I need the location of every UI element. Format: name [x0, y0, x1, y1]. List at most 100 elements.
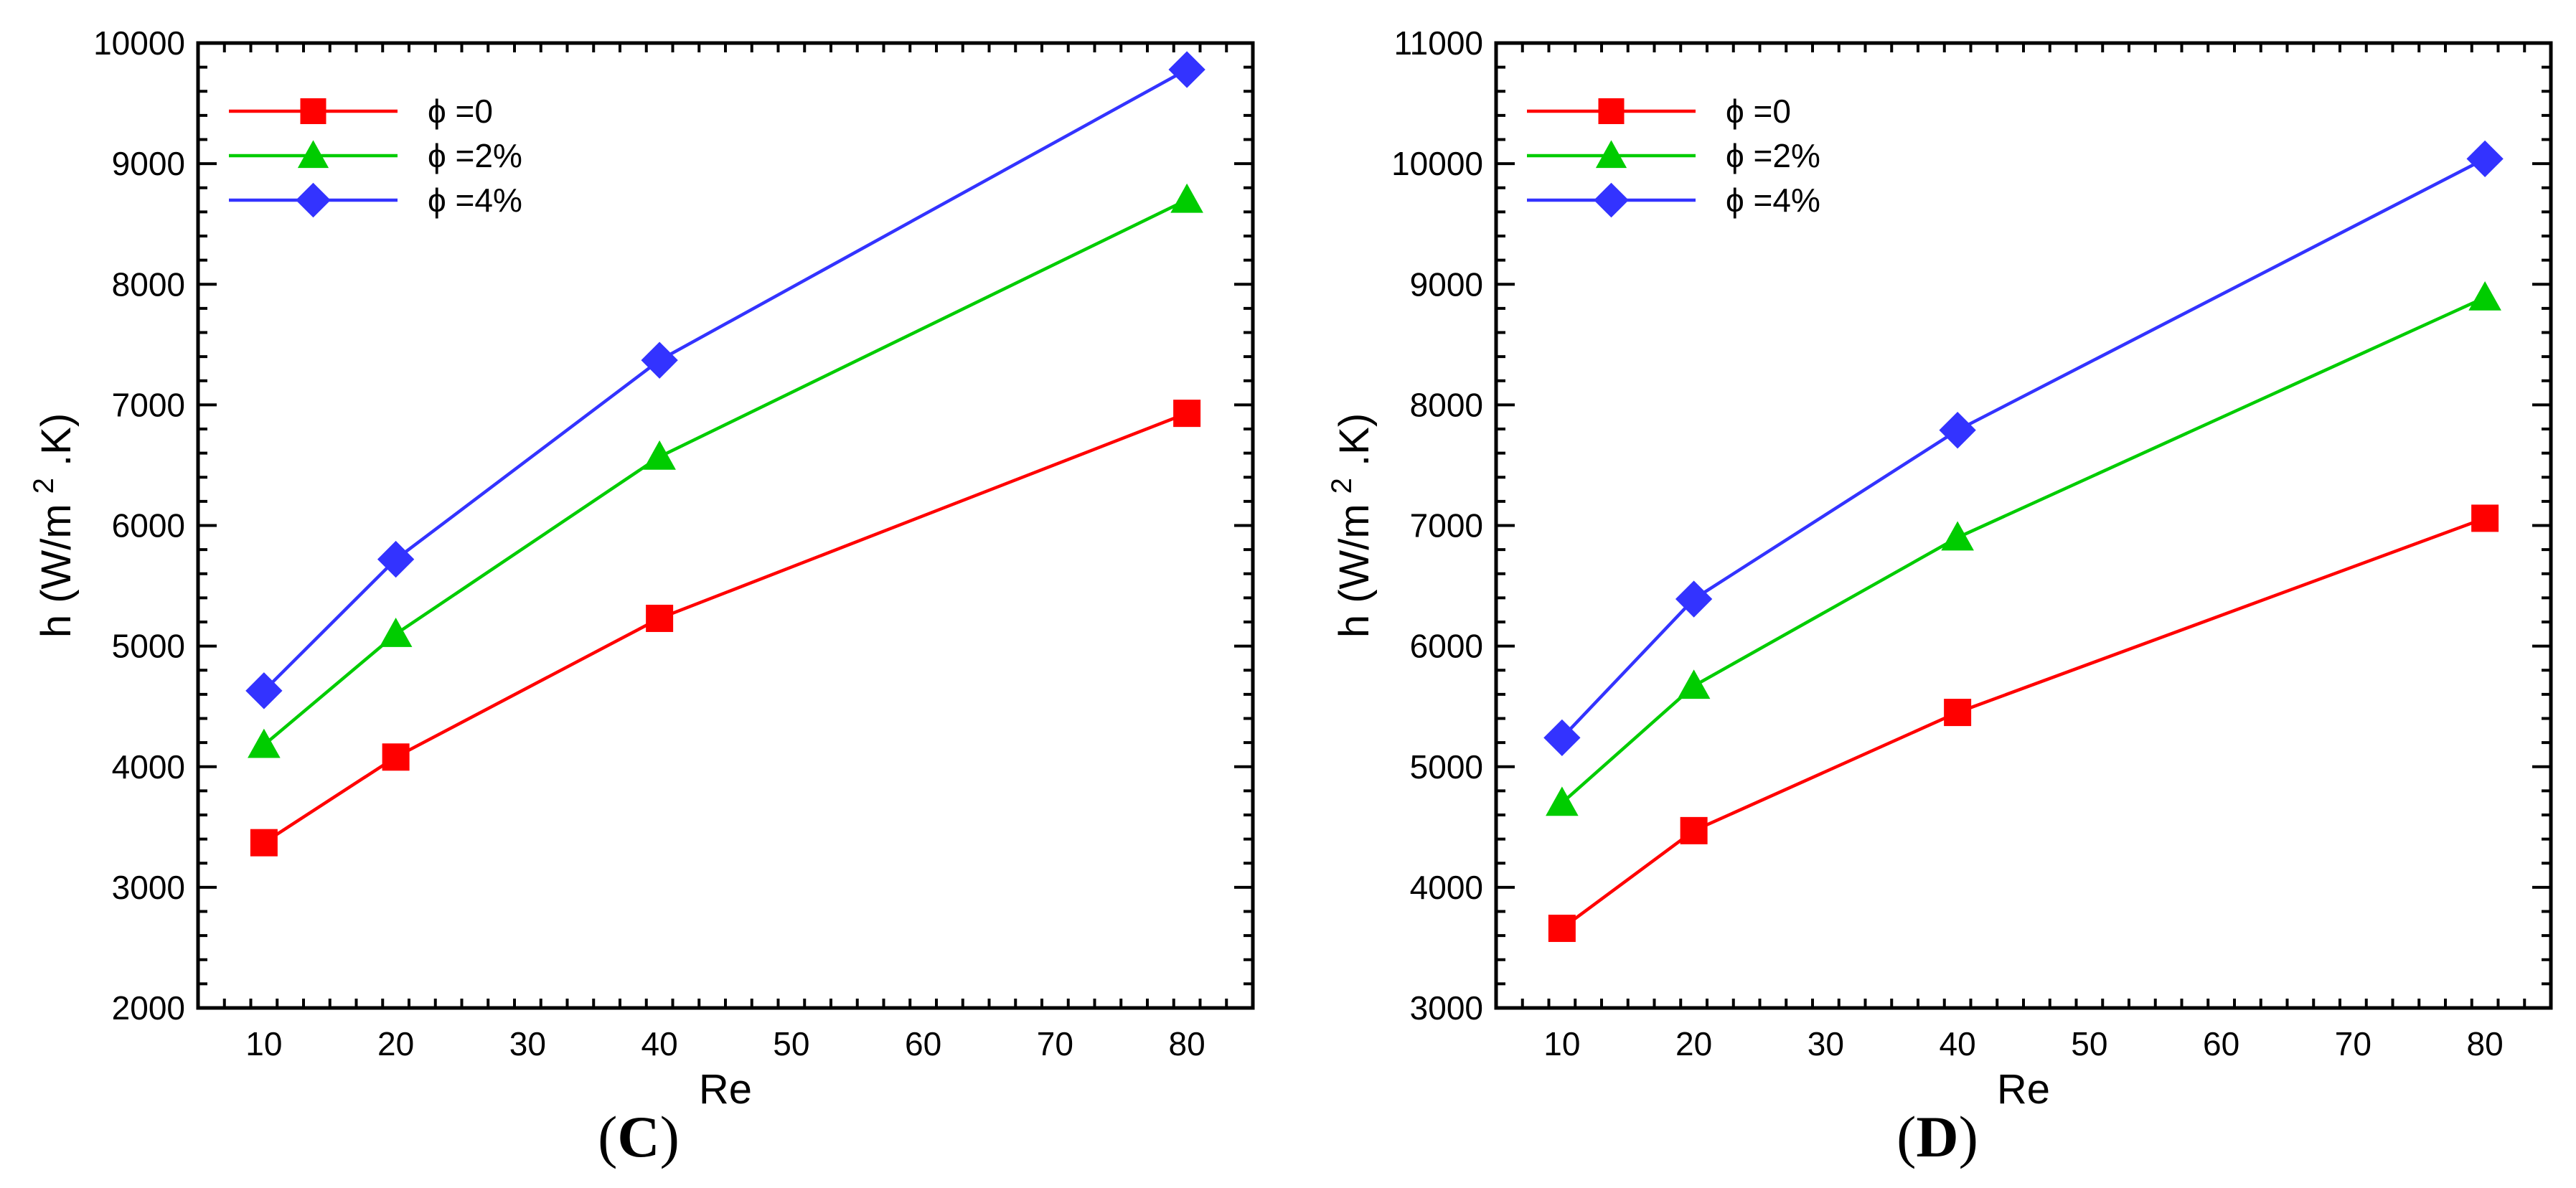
data-point — [1546, 786, 1579, 816]
panel-label-close: ) — [660, 1104, 680, 1169]
y-tick-label: 7000 — [112, 386, 185, 423]
x-tick-label: 30 — [1808, 1025, 1844, 1062]
series-2 — [1543, 140, 2504, 757]
x-tick-label: 10 — [1543, 1025, 1580, 1062]
legend-marker — [1595, 140, 1627, 169]
y-axis-label-unit: .K) — [33, 413, 80, 478]
data-point — [643, 440, 676, 470]
legend-label: ϕ =2% — [1726, 137, 1820, 174]
data-point — [1170, 183, 1203, 213]
y-axis-label: h (W/m 2 .K) — [1326, 413, 1378, 638]
data-point — [377, 540, 415, 578]
data-point — [245, 672, 283, 710]
series-0 — [1548, 504, 2499, 943]
data-point — [641, 341, 678, 379]
x-tick-label: 50 — [773, 1025, 809, 1062]
series-1 — [1546, 280, 2501, 816]
x-tick-label: 20 — [1675, 1025, 1712, 1062]
data-point — [1680, 816, 1708, 844]
data-point — [248, 728, 281, 758]
chart-panel-d: 10 20 30 40 50 60 70 80 3000 4000 5000 6000 7000 8000… — [1326, 24, 2553, 1169]
legend-label: ϕ =4% — [428, 182, 522, 219]
y-tick-label: 4000 — [1410, 869, 1483, 906]
data-point — [1675, 580, 1713, 618]
y-tick-label: 3000 — [112, 869, 185, 906]
y-tick-label: 11000 — [1393, 24, 1483, 62]
x-axis-label: Re — [1997, 1066, 2050, 1113]
panel-label: (D) — [1896, 1104, 1978, 1169]
x-tick-label: 40 — [1940, 1025, 1976, 1062]
legend-marker — [1594, 182, 1629, 218]
y-axis-label-superscript: 2 — [1326, 478, 1358, 494]
series-line — [263, 68, 1188, 692]
series-1 — [248, 183, 1203, 758]
series-line — [1561, 517, 2486, 930]
data-point — [1548, 915, 1576, 943]
y-axis-label: h (W/m 2 .K) — [28, 413, 80, 638]
series-2 — [245, 51, 1205, 710]
x-tick-label: 50 — [2071, 1025, 2107, 1062]
plot-frame — [196, 41, 1255, 1010]
x-tick-label: 60 — [2203, 1025, 2239, 1062]
panel-label-open: ( — [1896, 1104, 1916, 1169]
x-tick-label: 80 — [1169, 1025, 1205, 1062]
legend: ϕ =0 ϕ =2% ϕ =4% — [229, 93, 522, 219]
panel-label-open: ( — [598, 1104, 617, 1169]
data-point — [379, 618, 413, 647]
y-tick-label: 8000 — [112, 265, 185, 303]
y-tick-label: 5000 — [1410, 748, 1483, 786]
x-tick-label: 70 — [1037, 1025, 1073, 1062]
legend-marker — [296, 182, 331, 218]
legend-marker — [300, 98, 326, 124]
series-line — [263, 198, 1188, 747]
data-point — [250, 829, 278, 857]
series-line — [1561, 157, 2486, 739]
series-line — [1561, 296, 2486, 804]
data-point — [1173, 400, 1201, 428]
x-tick-label: 10 — [245, 1025, 282, 1062]
series-line — [263, 412, 1188, 844]
y-tick-label: 5000 — [112, 628, 185, 665]
x-tick-label: 30 — [509, 1025, 546, 1062]
data-point — [1168, 51, 1205, 88]
data-point — [2466, 140, 2504, 178]
y-tick-label: 10000 — [1391, 145, 1483, 182]
data-point — [1944, 699, 1972, 727]
x-tick-label: 70 — [2335, 1025, 2371, 1062]
data-point — [1677, 669, 1711, 699]
legend-label: ϕ =0 — [428, 93, 493, 130]
legend-marker — [297, 140, 329, 169]
legend-marker — [1598, 98, 1625, 124]
y-axis-label-unit: .K) — [1331, 413, 1378, 478]
y-axis-label-superscript: 2 — [28, 478, 60, 494]
y-tick-label: 9000 — [112, 145, 185, 182]
y-tick-label: 8000 — [1410, 386, 1483, 423]
x-tick-label: 20 — [377, 1025, 414, 1062]
y-tick-label: 2000 — [112, 989, 185, 1027]
data-point — [1941, 521, 1974, 551]
x-tick-label: 40 — [641, 1025, 678, 1062]
panel-label-close: ) — [1959, 1104, 1978, 1169]
y-tick-label: 6000 — [1410, 628, 1483, 665]
legend-label: ϕ =4% — [1726, 182, 1820, 219]
data-point — [2468, 280, 2501, 311]
data-point — [2471, 504, 2499, 532]
y-tick-label: 3000 — [1410, 989, 1483, 1027]
series-0 — [250, 400, 1201, 857]
y-tick-label: 10000 — [93, 24, 185, 62]
x-tick-label: 60 — [905, 1025, 941, 1062]
x-tick-label: 80 — [2467, 1025, 2504, 1062]
x-axis-label: Re — [699, 1066, 752, 1113]
legend-label: ϕ =2% — [428, 137, 522, 174]
y-axis-label-main: h (W/m — [1331, 504, 1378, 638]
y-tick-label: 4000 — [112, 748, 185, 786]
data-point — [1939, 412, 1976, 449]
data-point — [1543, 719, 1581, 757]
panel-label-letter: D — [1916, 1104, 1958, 1169]
chart-panel-c: 10 20 30 40 50 60 70 80 2000 3000 4000 5000 6000 7000… — [28, 24, 1255, 1169]
y-tick-label: 6000 — [112, 507, 185, 544]
y-tick-label: 9000 — [1410, 265, 1483, 303]
panel-label-letter: C — [617, 1104, 659, 1169]
y-tick-label: 7000 — [1410, 507, 1483, 544]
